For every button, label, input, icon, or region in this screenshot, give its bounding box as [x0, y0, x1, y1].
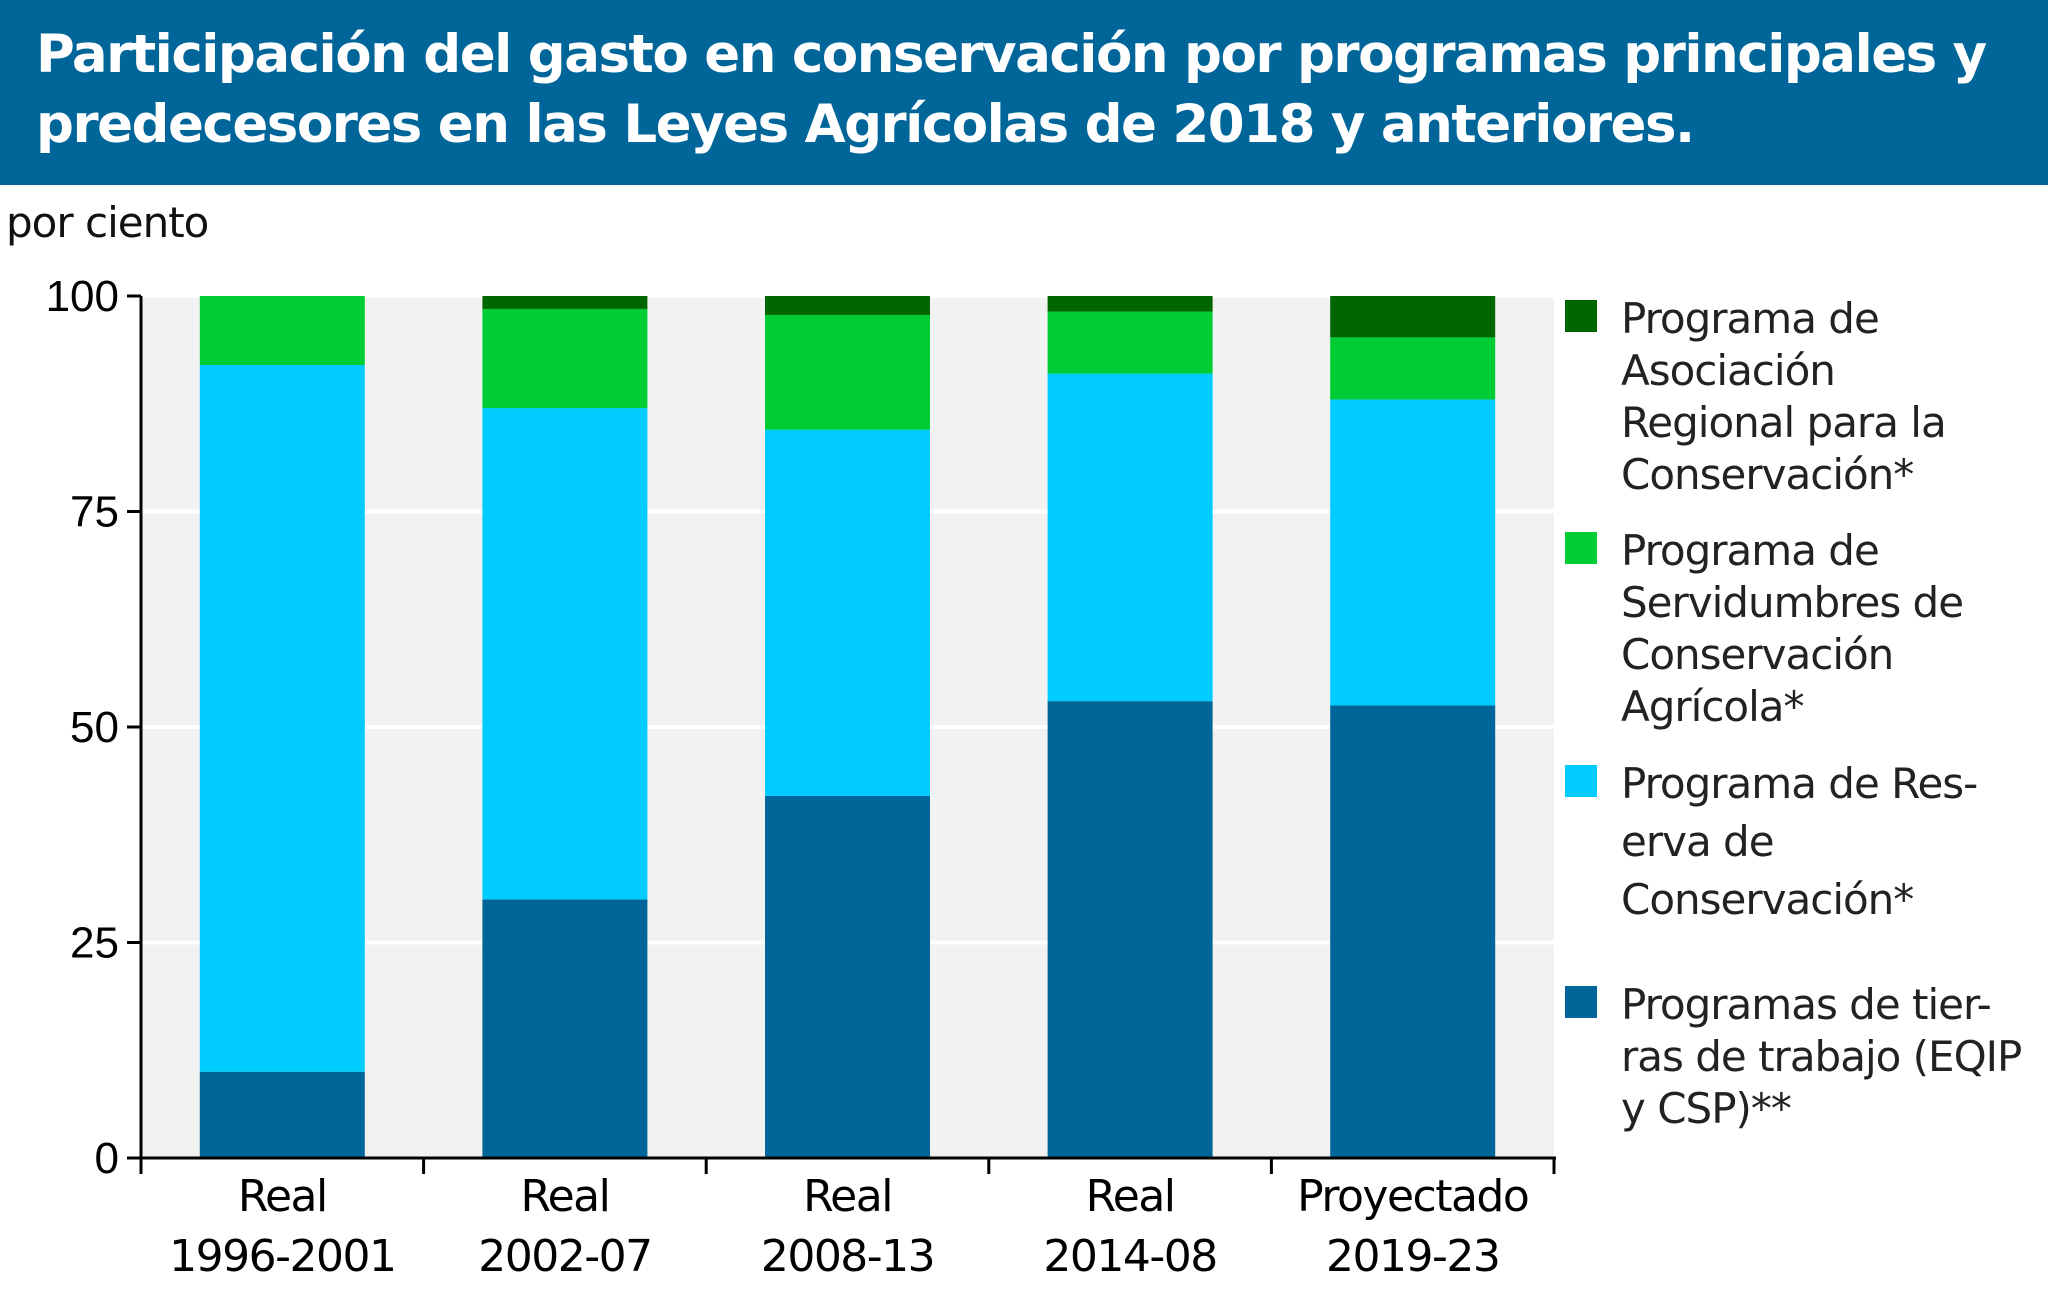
legend-label: Conservación*: [1621, 875, 1913, 924]
y-tick-label: 0: [95, 1134, 119, 1183]
bar-segment: [1330, 296, 1496, 338]
legend-label: Conservación*: [1621, 450, 1913, 499]
x-tick-label: 1996-2001: [169, 1231, 395, 1282]
bar-segment: [1330, 399, 1496, 706]
bar-segment: [199, 296, 365, 365]
bar-segment: [1330, 337, 1496, 400]
legend-label: Agrícola*: [1621, 682, 1804, 731]
legend-swatch: [1565, 986, 1597, 1018]
x-tick-label: 2002-07: [478, 1231, 651, 1282]
x-tick-label: 2019-23: [1326, 1231, 1499, 1282]
bar-segment: [765, 795, 930, 1158]
legend-label: Regional para la: [1621, 398, 1946, 447]
bar-segment: [482, 308, 648, 409]
chart-title: Participación del gasto en conservación …: [36, 24, 1987, 155]
x-tick-label: Real: [1086, 1171, 1175, 1222]
bar-segment: [1047, 296, 1213, 312]
bar-segment: [482, 899, 648, 1158]
legend-label: Programas de tier-: [1621, 980, 1991, 1029]
legend-label: Servidumbres de: [1621, 578, 1963, 627]
x-tick-label: Proyectado: [1297, 1171, 1528, 1222]
title-band: [0, 0, 2048, 185]
legend-swatch: [1565, 532, 1597, 564]
x-tick-label: Real: [520, 1171, 609, 1222]
bar-segment: [1047, 373, 1213, 702]
legend-label: erva de: [1621, 817, 1774, 866]
legend-label: Programa de Res-: [1621, 759, 1977, 808]
bar-segment: [1047, 701, 1213, 1158]
legend-label: Asociación: [1621, 346, 1835, 395]
x-tick-label: 2008-13: [761, 1231, 934, 1282]
y-tick-label: 25: [70, 919, 119, 968]
bar-segment: [765, 296, 930, 315]
bar-segment: [482, 408, 648, 900]
y-tick-label: 75: [70, 488, 119, 537]
bar-segment: [482, 296, 648, 309]
legend-label: y CSP)**: [1621, 1084, 1791, 1133]
legend-label: Programa de: [1621, 526, 1879, 575]
bar-segment: [199, 364, 365, 1072]
bar-segment: [1047, 311, 1213, 374]
bar-segment: [765, 314, 930, 430]
legend-swatch: [1565, 300, 1597, 332]
legend-label: Conservación: [1621, 630, 1893, 679]
x-tick-label: Real: [803, 1171, 892, 1222]
y-tick-label: 100: [46, 272, 119, 321]
bar-segment: [199, 1071, 365, 1158]
legend-label: ras de trabajo (EQIP: [1621, 1032, 2021, 1081]
x-tick-label: Real: [238, 1171, 327, 1222]
bar-segment: [765, 429, 930, 796]
legend-swatch: [1565, 765, 1597, 797]
bar-segment: [1330, 705, 1496, 1158]
y-axis-label: por ciento: [6, 198, 209, 247]
y-tick-label: 50: [70, 703, 119, 752]
x-tick-label: 2014-08: [1043, 1231, 1216, 1282]
legend-label: Programa de: [1621, 294, 1879, 343]
